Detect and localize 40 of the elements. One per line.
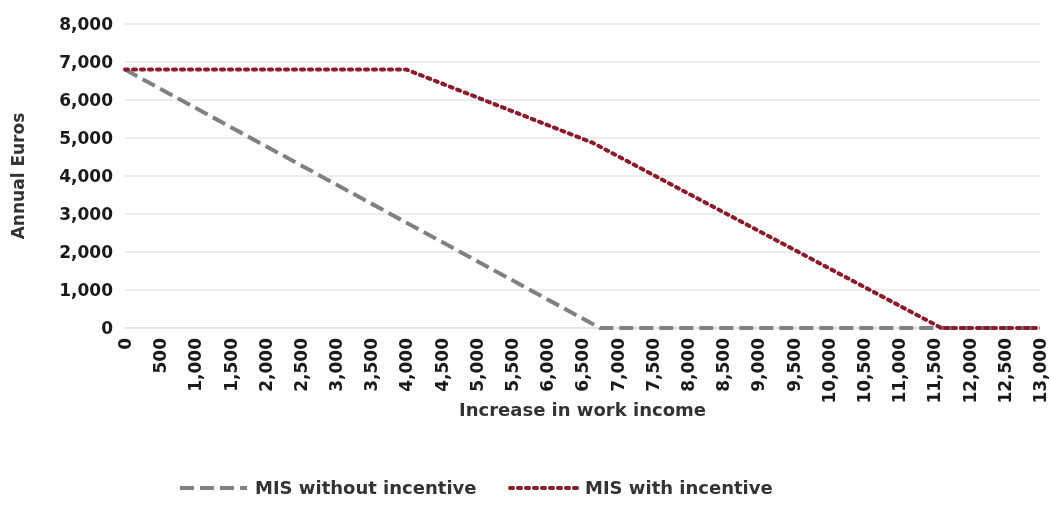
x-tick-label: 1,000 [185, 337, 206, 392]
x-tick-label: 11,000 [889, 337, 910, 404]
x-axis-title: Increase in work income [459, 399, 706, 420]
x-tick-label: 8,500 [713, 337, 734, 392]
legend-label: MIS with incentive [585, 477, 773, 498]
x-tick-label: 2,000 [255, 337, 276, 392]
y-tick-label: 1,000 [59, 279, 114, 300]
x-tick-label: 12,000 [959, 337, 980, 404]
x-tick-label: 13,000 [1029, 337, 1050, 404]
x-tick-label: 11,500 [924, 337, 945, 404]
x-tick-label: 9,500 [783, 337, 804, 392]
x-tick-label: 4,000 [396, 337, 417, 392]
y-tick-label: 3,000 [59, 203, 114, 224]
x-tick-label: 5,500 [502, 337, 523, 392]
x-tick-label: 10,500 [853, 337, 874, 404]
x-tick-label: 7,500 [642, 337, 663, 392]
y-tick-label: 4,000 [59, 165, 114, 186]
y-tick-label: 6,000 [59, 89, 114, 110]
x-tick-label: 3,500 [361, 337, 382, 392]
x-tick-label: 0 [114, 337, 135, 350]
x-tick-label: 6,000 [537, 337, 558, 392]
x-tick-label: 3,000 [326, 337, 347, 392]
legend-label: MIS without incentive [255, 477, 477, 498]
x-tick-label: 12,500 [994, 337, 1015, 404]
x-tick-label: 500 [150, 337, 171, 374]
x-tick-label: 10,000 [818, 337, 839, 404]
x-tick-label: 6,500 [572, 337, 593, 392]
x-tick-label: 5,000 [466, 337, 487, 392]
y-tick-label: 2,000 [59, 241, 114, 262]
x-tick-label: 7,000 [607, 337, 628, 392]
x-tick-label: 8,000 [678, 337, 699, 392]
y-tick-label: 0 [101, 317, 114, 338]
y-tick-label: 8,000 [59, 13, 114, 34]
y-axis-title: Annual Euros [8, 112, 28, 240]
x-tick-label: 1,500 [220, 337, 241, 392]
y-tick-label: 7,000 [59, 51, 114, 72]
x-tick-label: 9,000 [748, 337, 769, 392]
x-tick-label: 4,500 [431, 337, 452, 392]
y-tick-label: 5,000 [59, 127, 114, 148]
x-tick-label: 2,500 [290, 337, 311, 392]
